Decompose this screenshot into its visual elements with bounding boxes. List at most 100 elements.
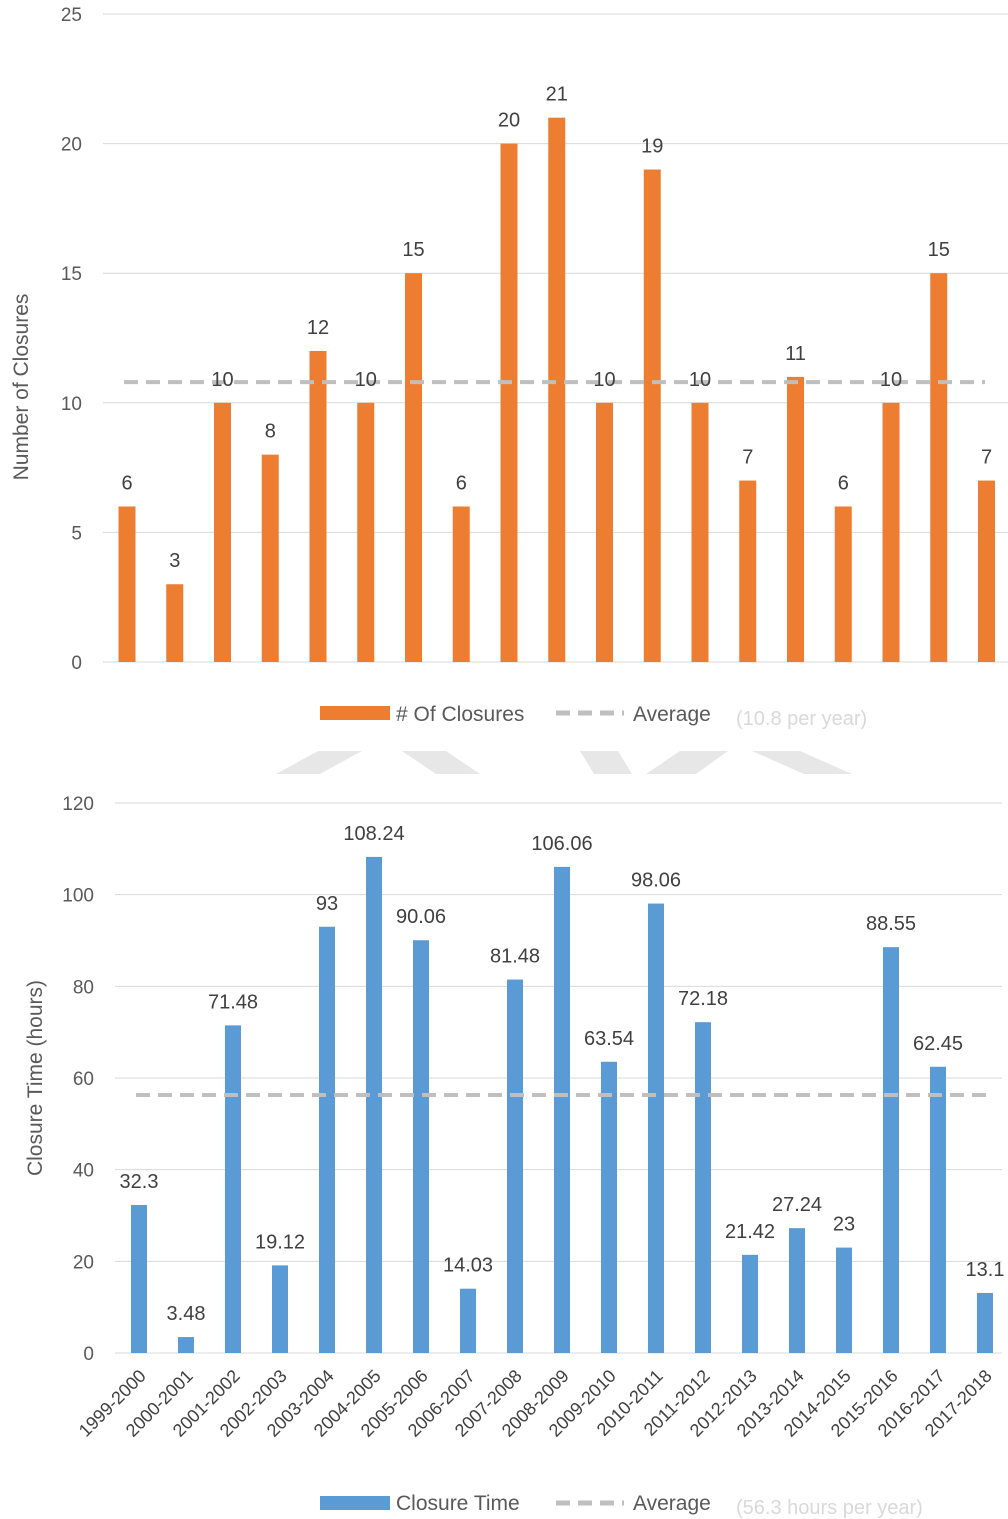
data-label: 108.24 (343, 823, 404, 845)
data-label: 88.55 (866, 913, 916, 935)
y-tick-label: 20 (73, 1252, 94, 1273)
bar (118, 506, 136, 662)
y-tick-label: 60 (73, 1069, 94, 1090)
y-tick-label: 100 (62, 886, 94, 907)
data-label: 19 (641, 136, 663, 158)
data-label: 12 (307, 317, 329, 339)
data-label: 3.48 (167, 1303, 206, 1325)
bar (554, 866, 570, 1353)
decor-shape (276, 751, 362, 774)
data-label: 13.1 (966, 1259, 1005, 1281)
y-tick-label: 0 (71, 653, 82, 674)
bar (214, 402, 231, 662)
bar (930, 1066, 946, 1353)
data-label: 71.48 (208, 991, 258, 1013)
data-label: 10 (593, 369, 615, 391)
bar (225, 1025, 241, 1353)
legend-note: (10.8 per year) (736, 708, 867, 730)
legend-bar-swatch (320, 1496, 390, 1510)
bar (178, 1337, 194, 1353)
data-label: 81.48 (490, 946, 540, 968)
data-label: 15 (402, 239, 424, 261)
decorative-shapes (276, 751, 852, 774)
y-tick-label: 0 (83, 1344, 94, 1365)
bar (507, 979, 523, 1353)
bar (742, 1254, 758, 1353)
bar (548, 117, 566, 663)
bar (366, 856, 382, 1353)
data-label: 7 (742, 447, 753, 469)
bar (978, 480, 995, 662)
y-axis-label: Number of Closures (10, 294, 33, 481)
data-label: 10 (355, 369, 377, 391)
data-label: 7 (981, 447, 992, 469)
bar (648, 903, 664, 1353)
data-label: 6 (121, 472, 132, 494)
data-label: 23 (833, 1214, 855, 1236)
data-label: 10 (689, 369, 711, 391)
data-label: 3 (169, 550, 180, 572)
bar (930, 273, 948, 662)
data-label: 10 (880, 369, 902, 391)
bar (272, 1265, 288, 1353)
bar (596, 402, 613, 662)
bar (834, 506, 852, 662)
data-label: 8 (265, 421, 276, 443)
decor-shape (580, 751, 632, 774)
bar (883, 947, 899, 1353)
data-label: 72.18 (678, 988, 728, 1010)
bar (500, 143, 518, 663)
y-tick-label: 10 (61, 394, 82, 415)
legend-bar-label: Closure Time (396, 1492, 520, 1515)
data-label: 20 (498, 110, 520, 132)
bar (309, 350, 327, 662)
bar (787, 376, 804, 662)
data-label: 90.06 (396, 906, 446, 928)
decor-shape (646, 751, 728, 774)
bar (695, 1022, 711, 1353)
legend-line-label: Average (633, 1492, 711, 1515)
legend-note: (56.3 hours per year) (736, 1497, 923, 1519)
chart-closure-time: 0 20 40 60 80 100 120 32.3 3.48 71.48 19.12 93 108.2… (62, 794, 1004, 1441)
bar (405, 273, 422, 662)
y-tick-label: 80 (73, 977, 94, 998)
decor-shape (402, 751, 480, 774)
y-tick-label: 15 (61, 264, 82, 285)
data-label: 15 (928, 239, 950, 261)
data-label: 21 (546, 84, 568, 106)
bar (836, 1247, 852, 1353)
bar (882, 402, 900, 662)
legend-line-label: Average (633, 703, 711, 726)
data-label: 93 (316, 893, 338, 915)
bar (460, 1288, 476, 1353)
data-label: 27.24 (772, 1194, 822, 1216)
bar (643, 169, 661, 662)
y-tick-label: 5 (71, 523, 82, 544)
data-label: 6 (456, 472, 467, 494)
bar (691, 402, 709, 662)
y-tick-label: 25 (61, 5, 82, 26)
bar (166, 584, 184, 662)
bar (131, 1204, 147, 1353)
y-tick-label: 120 (62, 794, 94, 815)
bar (601, 1061, 617, 1353)
chart-closures: 0 5 10 15 20 25 6 3 10 8 12 10 15 6 20 21 10 19 10 7 11 6 10 15… (61, 5, 1008, 674)
data-label: 62.45 (913, 1033, 963, 1055)
data-label: 21.42 (725, 1221, 775, 1243)
bar (739, 480, 757, 662)
data-label: 14.03 (443, 1255, 493, 1277)
data-label: 10 (211, 369, 233, 391)
decor-shape (752, 751, 852, 774)
legend-bar-swatch (320, 706, 390, 720)
bar (977, 1292, 993, 1353)
data-label: 63.54 (584, 1028, 634, 1050)
bar (452, 506, 470, 662)
y-axis-label: Closure Time (hours) (24, 980, 47, 1176)
bar (413, 940, 429, 1353)
data-label: 19.12 (255, 1231, 305, 1253)
data-label: 32.3 (120, 1171, 159, 1193)
data-label: 98.06 (631, 870, 681, 892)
bar (357, 402, 375, 662)
y-tick-label: 20 (61, 135, 82, 156)
